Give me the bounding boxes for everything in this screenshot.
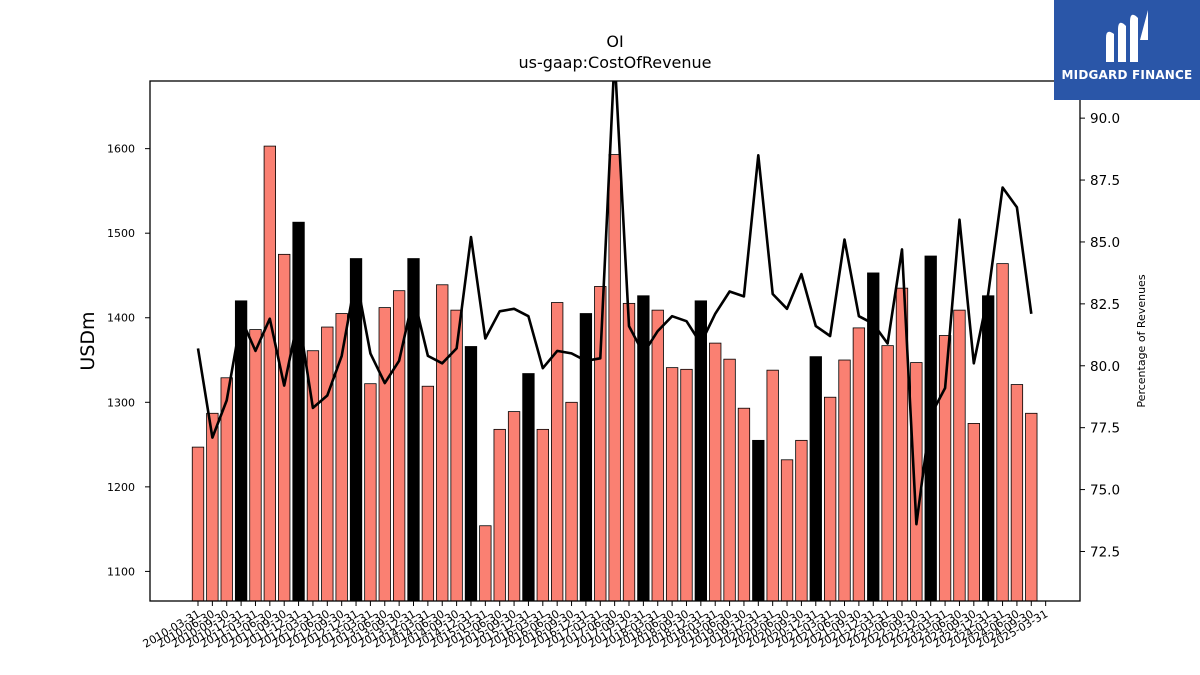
bar <box>651 309 664 602</box>
chart-title: OI <box>606 32 624 51</box>
y-tick-label: 1300 <box>107 396 135 409</box>
bar <box>464 346 478 602</box>
left-y-axis: 1100 1200 1300 1400 1500 1600 <box>107 143 150 578</box>
bar <box>996 263 1009 602</box>
y-tick-label: 1400 <box>107 312 135 325</box>
bar <box>421 385 435 602</box>
bar <box>507 411 521 602</box>
x-axis: 2010-03-312010-06-302010-09-302010-12-31… <box>141 601 1050 651</box>
bar <box>709 342 722 602</box>
y2-tick-label: 90.0 <box>1090 111 1120 127</box>
bar <box>608 154 621 602</box>
y2-tick-label: 85.0 <box>1090 235 1120 251</box>
y-axis-label: USDm <box>77 311 99 370</box>
bar <box>780 459 794 602</box>
bar <box>665 367 679 602</box>
bar <box>953 309 966 602</box>
y-tick-label: 1100 <box>107 565 135 578</box>
y2-tick-label: 80.0 <box>1090 359 1120 375</box>
bar <box>910 362 923 602</box>
bar <box>551 302 564 602</box>
bar <box>364 383 377 602</box>
bar <box>795 439 808 602</box>
bar <box>838 359 851 602</box>
y2-tick-label: 77.5 <box>1090 421 1120 437</box>
bar <box>1010 384 1024 602</box>
bar <box>637 295 650 602</box>
bar <box>479 525 492 602</box>
logo-text: MIDGARD FINANCE <box>1061 68 1193 82</box>
y2-tick-label: 82.5 <box>1090 297 1120 313</box>
bar <box>536 428 549 602</box>
bar <box>680 368 693 602</box>
line-series-layer <box>196 81 1033 526</box>
bar <box>622 302 636 602</box>
y-tick-label: 1200 <box>107 481 135 494</box>
bar <box>436 284 449 602</box>
bar <box>1025 412 1038 602</box>
bar <box>191 446 205 602</box>
bar <box>579 313 593 602</box>
y2-tick-label: 75.0 <box>1090 483 1120 499</box>
bar <box>967 423 980 602</box>
bar <box>565 401 578 602</box>
y2-tick-label: 72.5 <box>1090 544 1120 560</box>
y2-tick-label: 87.5 <box>1090 173 1120 189</box>
bar <box>263 145 276 602</box>
bar <box>852 327 866 602</box>
bar <box>493 428 506 602</box>
y-tick-label: 1500 <box>107 227 135 240</box>
bar <box>349 258 363 602</box>
bar <box>982 295 995 602</box>
chart-subtitle: us-gaap:CostOfRevenue <box>518 53 712 72</box>
bar <box>321 326 334 602</box>
bar <box>206 412 219 602</box>
percentage-line <box>196 81 1033 526</box>
y-tick-label: 1600 <box>107 143 135 156</box>
right-y-axis: 72.5 75.0 77.5 80.0 82.5 85.0 87.5 90.0 <box>1080 111 1120 560</box>
bar <box>723 358 736 602</box>
bar <box>809 356 822 602</box>
y2-axis-label: Percentage of Revenues <box>1135 274 1148 407</box>
bar <box>378 307 391 602</box>
bar <box>694 300 707 602</box>
bar-series <box>191 145 1038 602</box>
bar <box>249 329 262 602</box>
midgard-finance-logo: MIDGARD FINANCE <box>1054 0 1200 100</box>
bar <box>766 369 779 602</box>
bar <box>278 253 291 602</box>
bar <box>823 396 837 602</box>
bar <box>522 373 535 602</box>
bar <box>752 439 765 602</box>
bar <box>924 255 937 602</box>
logo-mark-icon <box>1106 10 1148 62</box>
bar <box>881 345 894 602</box>
bar <box>737 407 751 602</box>
bar <box>292 221 305 602</box>
